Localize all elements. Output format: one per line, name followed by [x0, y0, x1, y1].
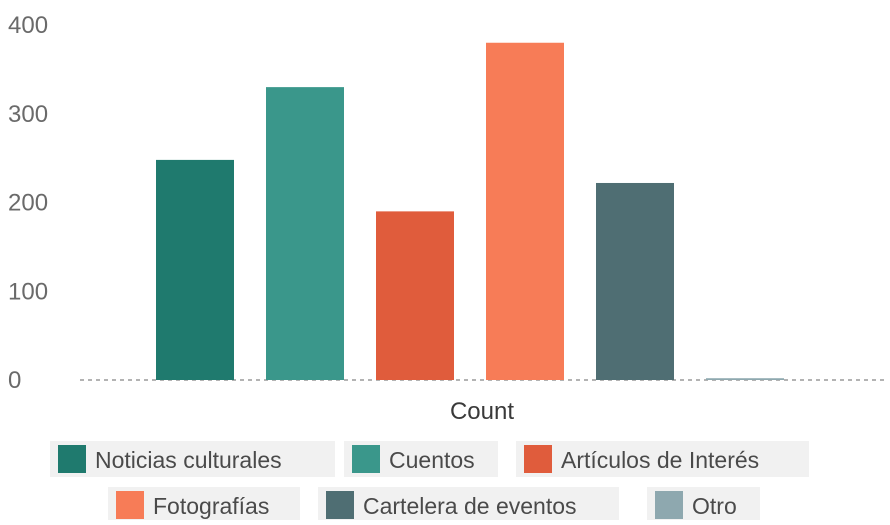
legend-label: Artículos de Interés [561, 447, 759, 473]
y-axis: 0 100 200 300 400 [8, 12, 48, 394]
bar [156, 159, 234, 380]
legend-label: Cuentos [389, 447, 475, 473]
x-axis-label: Count [450, 398, 514, 425]
y-tick-label: 0 [8, 367, 21, 394]
bar [376, 211, 454, 380]
bar [266, 87, 344, 380]
bar [706, 378, 784, 380]
bar [596, 182, 674, 380]
legend-item: Noticias culturales [50, 441, 335, 477]
legend-item-background [50, 441, 335, 477]
y-tick-label: 100 [8, 278, 48, 305]
legend-swatch [655, 491, 683, 519]
legend-label: Cartelera de eventos [363, 493, 577, 519]
legend-label: Fotografías [153, 493, 269, 519]
legend-swatch [352, 445, 380, 473]
y-tick-label: 300 [8, 101, 48, 128]
legend: Noticias culturales Cuentos Artículos de I… [50, 441, 809, 523]
legend-swatch [116, 491, 144, 519]
y-tick-label: 400 [8, 12, 48, 39]
legend-swatch [326, 491, 354, 519]
legend-label: Noticias culturales [95, 447, 282, 473]
legend-item-background [318, 487, 619, 523]
legend-label: Otro [692, 493, 737, 519]
legend-item: Cartelera de eventos [318, 487, 619, 523]
legend-item: Fotografías [108, 487, 300, 523]
legend-swatch [58, 445, 86, 473]
legend-item: Otro [647, 487, 760, 523]
bar [486, 42, 564, 380]
y-tick-label: 200 [8, 190, 48, 217]
legend-swatch [524, 445, 552, 473]
legend-item: Cuentos [344, 441, 498, 477]
legend-item-background [516, 441, 809, 477]
bars [156, 42, 784, 380]
legend-item: Artículos de Interés [516, 441, 809, 477]
